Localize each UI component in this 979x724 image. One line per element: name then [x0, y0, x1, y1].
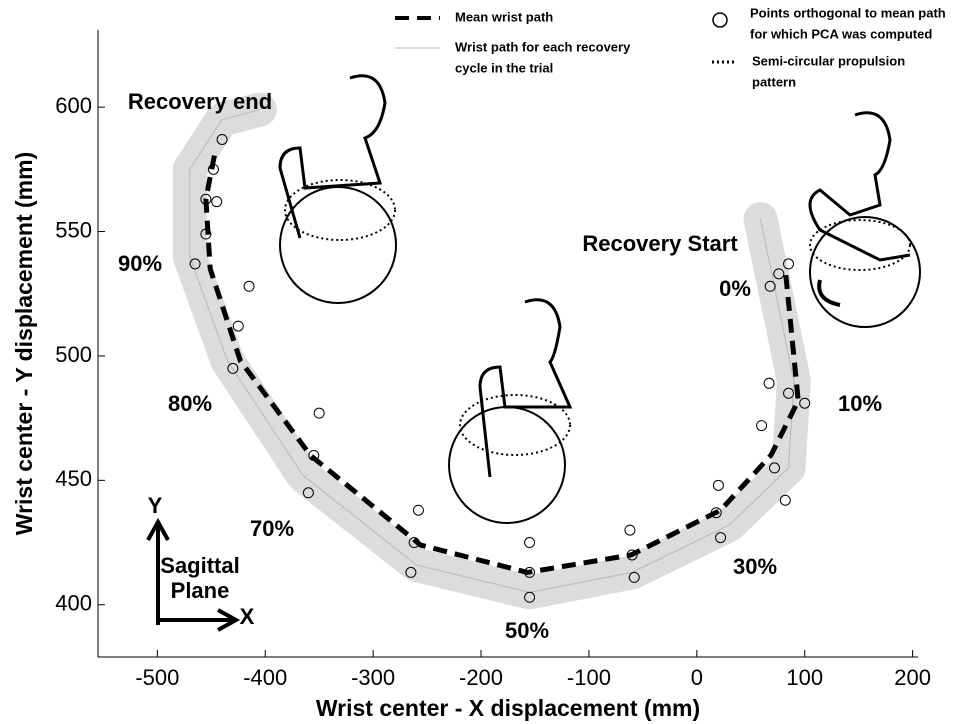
x-tick-label: 200: [894, 665, 931, 690]
x-axis-title: Wrist center - X displacement (mm): [316, 695, 700, 721]
annotation: Recovery Start: [582, 231, 738, 256]
legend-symbol: [713, 13, 727, 27]
pca-point: [625, 525, 635, 535]
x-tick-label: -400: [243, 665, 287, 690]
y-tick-label: 450: [55, 466, 92, 491]
y-tick-label: 500: [55, 342, 92, 367]
annotation: Recovery end: [128, 89, 272, 114]
y-tick-label: 600: [55, 93, 92, 118]
pca-point: [244, 281, 254, 291]
annotation: 30%: [733, 554, 777, 579]
pca-point: [764, 378, 774, 388]
chart: -500 -400 -300 -200 -100 0 100 200 400 450 500 550 6…: [0, 0, 979, 724]
annotation: 80%: [168, 391, 212, 416]
legend-label: for which PCA was computed: [750, 26, 932, 41]
pca-point: [212, 197, 222, 207]
pca-point: [780, 495, 790, 505]
annotation: 50%: [505, 618, 549, 643]
pca-point: [525, 538, 535, 548]
x-tick-label: 0: [691, 665, 703, 690]
x-tick-label: -300: [351, 665, 395, 690]
x-tick-label: -500: [135, 665, 179, 690]
legend-label: Semi-circular propulsion: [752, 53, 905, 68]
annotation: 90%: [118, 251, 162, 276]
annotation: Y: [148, 493, 163, 518]
annotation: 0%: [719, 276, 751, 301]
y-tick-label: 400: [55, 591, 92, 616]
x-tick-label: 100: [786, 665, 823, 690]
annotation: Plane: [171, 578, 230, 603]
legend-label: Mean wrist path: [455, 9, 553, 24]
legend-label: Points orthogonal to mean path: [750, 5, 946, 20]
annotation: 10%: [838, 391, 882, 416]
x-tick-label: -200: [459, 665, 503, 690]
legend-label: pattern: [752, 74, 796, 89]
legend-label: cycle in the trial: [455, 60, 553, 75]
pca-point: [757, 421, 767, 431]
y-axis-title: Wrist center - Y displacement (mm): [11, 152, 37, 535]
legend-label: Wrist path for each recovery: [455, 39, 631, 54]
annotation: 70%: [250, 516, 294, 541]
y-tick-label: 550: [55, 217, 92, 242]
annotation: X: [240, 604, 255, 629]
pca-point: [314, 408, 324, 418]
pca-point: [713, 480, 723, 490]
series-line: [206, 149, 798, 572]
pca-point: [413, 505, 423, 515]
pca-point: [233, 321, 243, 331]
x-tick-label: -100: [567, 665, 611, 690]
annotation: Sagittal: [160, 553, 239, 578]
